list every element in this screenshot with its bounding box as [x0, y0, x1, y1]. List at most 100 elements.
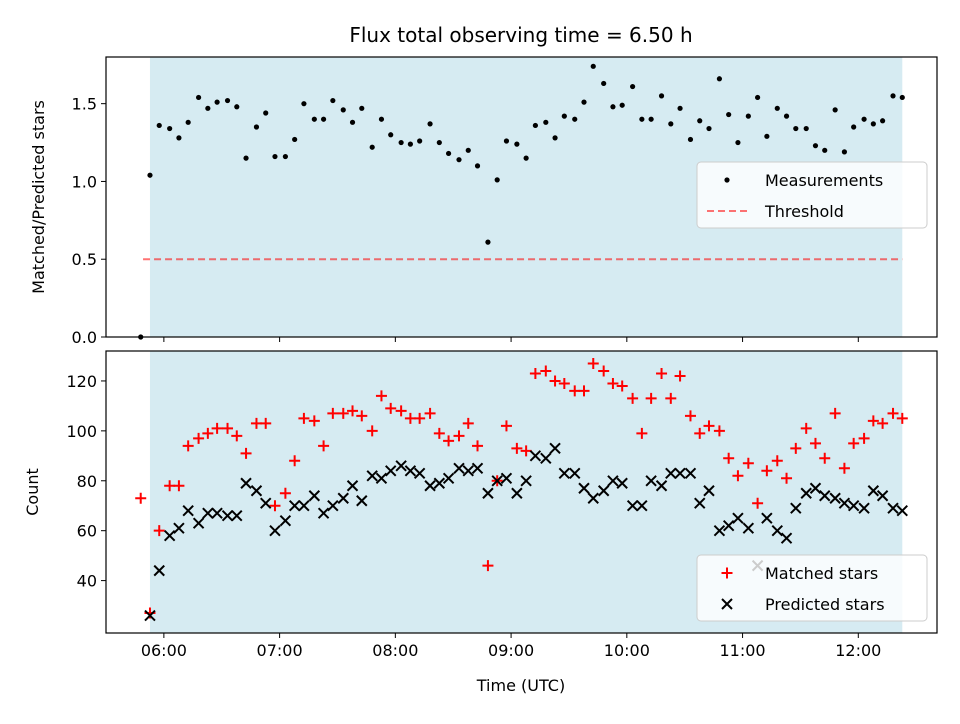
data-point [607, 475, 619, 487]
data-point [793, 125, 799, 132]
y-tick-label: 1.0 [72, 172, 97, 191]
data-point [398, 139, 404, 146]
data-point [520, 445, 532, 457]
data-point [503, 138, 510, 144]
series-measurements [138, 63, 905, 340]
data-point [694, 427, 706, 439]
data-point [674, 370, 686, 382]
data-point [494, 177, 500, 183]
data-point [819, 452, 831, 464]
data-point [520, 475, 532, 487]
data-point [250, 417, 262, 429]
data-point [356, 410, 368, 422]
data-point [742, 522, 755, 534]
data-point [581, 99, 587, 105]
data-point [781, 472, 793, 484]
data-point [195, 94, 202, 101]
data-point [774, 105, 780, 111]
data-point [378, 116, 385, 122]
data-point [877, 417, 889, 429]
data-point [472, 440, 484, 452]
data-point [713, 425, 725, 437]
data-point [764, 133, 770, 139]
data-point [182, 440, 194, 452]
series-matched-stars [135, 357, 908, 619]
top-panel: 0.0 0.5 1.0 1.5 Matched/Predicted stars Mea… [29, 56, 938, 347]
data-point [413, 467, 426, 479]
data-point [347, 405, 359, 417]
data-point [462, 465, 474, 477]
legend-label: Predicted stars [765, 595, 885, 614]
legend: Measurements Threshold [696, 161, 928, 229]
data-point [433, 477, 446, 489]
data-point [532, 122, 538, 129]
data-point [395, 460, 407, 472]
data-point [558, 467, 571, 479]
data-point [607, 377, 619, 389]
data-point [289, 455, 301, 467]
data-point [163, 529, 176, 542]
data-point [809, 437, 821, 449]
data-point [260, 417, 272, 429]
bottom-ylabel: Count [23, 468, 42, 516]
data-point [224, 97, 231, 104]
data-point [819, 490, 831, 502]
chart-title: Flux total observing time = 6.50 h [349, 23, 692, 47]
data-point [359, 105, 365, 111]
data-point [745, 113, 751, 119]
data-point [616, 477, 628, 489]
data-point [590, 63, 596, 69]
legend: Matched stars Predicted stars [696, 554, 928, 622]
data-point [388, 132, 394, 138]
data-point [240, 447, 252, 459]
data-point [780, 532, 793, 544]
data-point [549, 442, 561, 455]
data-point [176, 135, 182, 141]
data-point [298, 500, 310, 512]
data-point [407, 141, 413, 147]
data-point [511, 487, 523, 499]
data-point [549, 375, 561, 387]
data-point [867, 415, 879, 427]
data-point [269, 500, 281, 512]
data-point [790, 502, 802, 514]
data-point [424, 480, 436, 492]
legend-marker [721, 598, 733, 610]
x-tick-label: 10:00 [604, 641, 650, 660]
data-point [726, 111, 732, 118]
legend-label: Matched stars [765, 564, 878, 583]
data-point [761, 465, 773, 477]
data-point [317, 507, 330, 519]
data-point [375, 472, 388, 484]
data-point [838, 497, 851, 509]
data-point [211, 422, 223, 434]
data-point [829, 407, 841, 419]
data-point [153, 525, 165, 537]
data-point [260, 497, 272, 509]
data-point [578, 482, 590, 494]
top-ylabel: Matched/Predicted stars [29, 100, 48, 294]
data-point [800, 487, 812, 499]
data-point [330, 97, 336, 104]
data-point [655, 480, 668, 492]
data-point [456, 157, 462, 163]
data-point [250, 485, 263, 497]
data-point [790, 442, 802, 454]
y-tick-label: 0.0 [72, 328, 97, 347]
data-point [587, 492, 599, 504]
data-point [173, 480, 185, 492]
x-tick-label: 08:00 [372, 641, 418, 660]
data-point [880, 118, 886, 124]
data-point [153, 564, 165, 577]
data-point [292, 136, 298, 143]
data-point [340, 107, 346, 113]
data-point [601, 80, 607, 87]
data-point [385, 465, 397, 477]
data-point [870, 121, 876, 127]
y-tick-label: 1.5 [72, 95, 97, 114]
data-point [716, 76, 723, 82]
data-point [645, 392, 657, 404]
data-point [288, 500, 301, 512]
data-point [318, 440, 330, 452]
